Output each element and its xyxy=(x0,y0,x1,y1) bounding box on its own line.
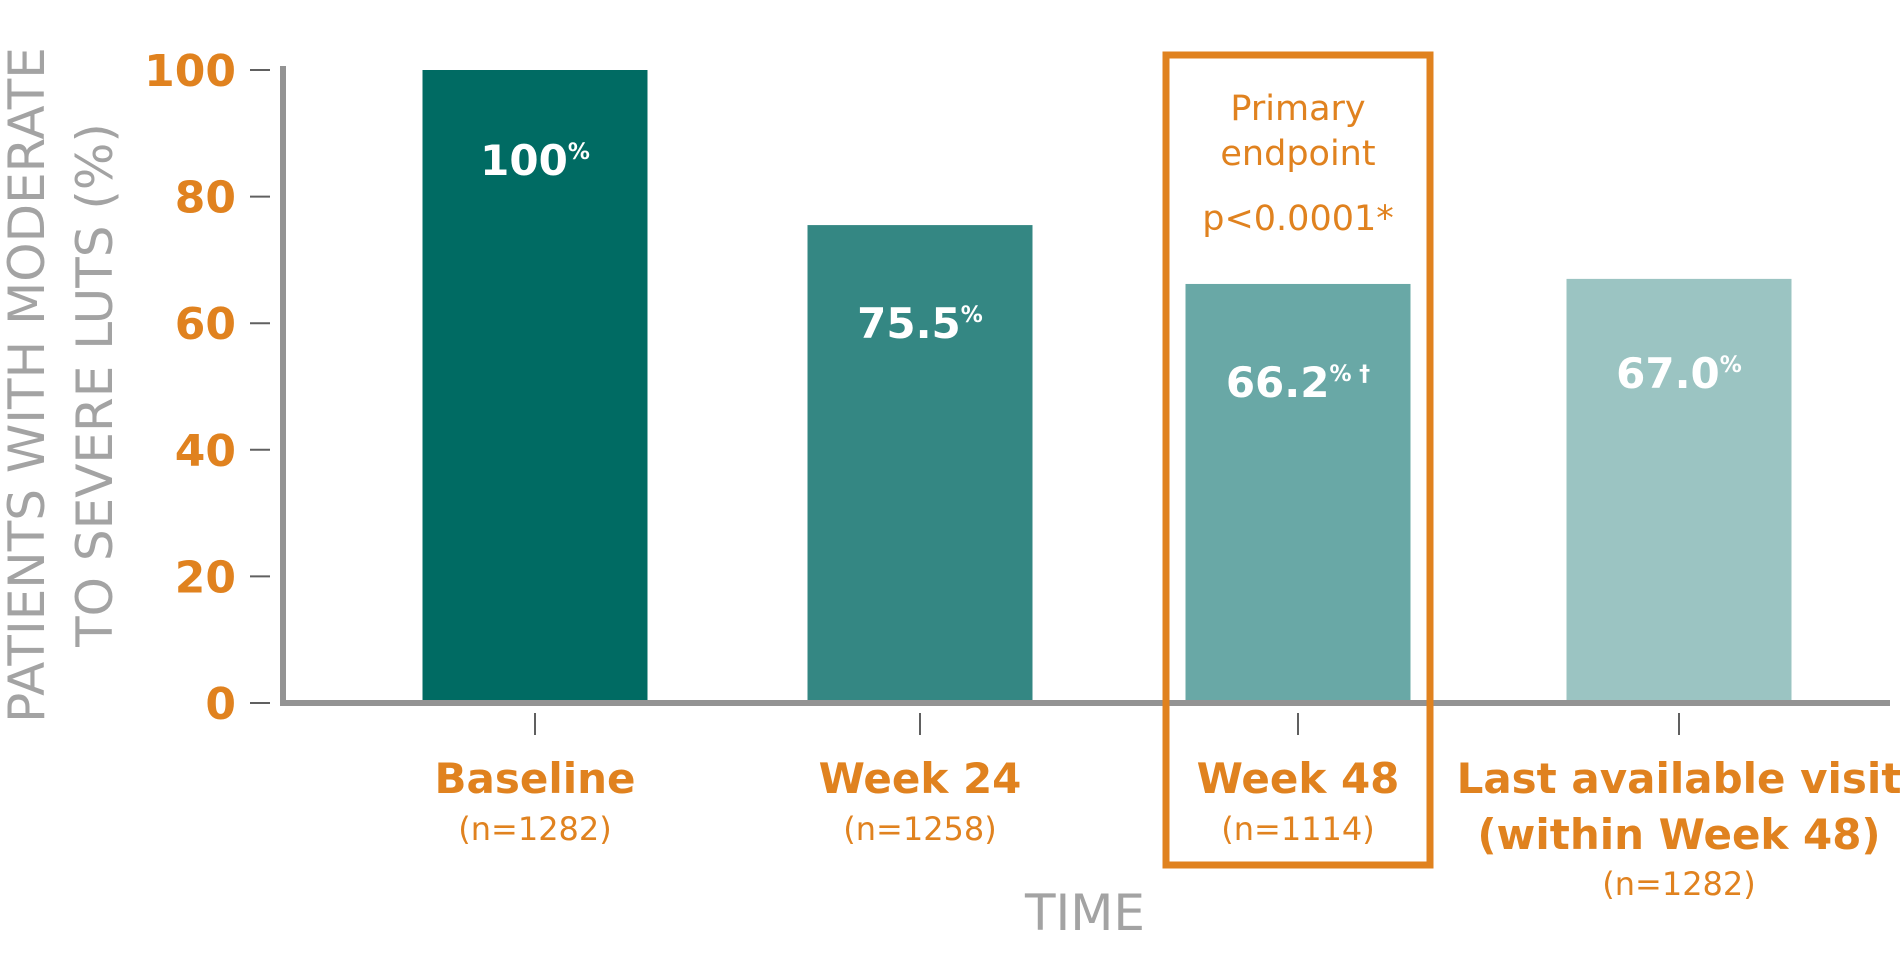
bar-value-suffix-0: % xyxy=(568,140,590,165)
y-tick-label-4: 80 xyxy=(175,173,236,224)
x-category-label-3-0: Last available visit xyxy=(1457,754,1900,803)
y-axis-label-0: PATIENTS WITH MODERATE xyxy=(0,47,56,723)
y-tick-label-0: 0 xyxy=(205,679,236,730)
x-category-n-1: (n=1258) xyxy=(843,810,997,848)
bar-value-suffix-3: % xyxy=(1720,353,1742,378)
y-tick-label-1: 20 xyxy=(175,552,236,603)
primary-endpoint-highlight-box xyxy=(1162,51,1434,869)
y-tick-label-2: 40 xyxy=(175,426,236,477)
bar-value-suffix-2: % † xyxy=(1329,362,1370,387)
primary-endpoint-annotation-2: p<0.0001* xyxy=(1202,199,1394,239)
primary-endpoint-annotation-1: endpoint xyxy=(1220,134,1375,174)
bar-value-1: 75.5 xyxy=(857,299,961,348)
y-axis-label-1: TO SEVERE LUTS (%) xyxy=(66,123,124,648)
bar-value-label-0: 100% xyxy=(480,136,590,185)
x-category-label-3-1: (within Week 48) xyxy=(1477,810,1880,859)
x-category-label-1-0: Week 24 xyxy=(819,754,1022,803)
bar-value-suffix-1: % xyxy=(961,303,983,328)
x-category-label-0-0: Baseline xyxy=(434,754,635,803)
y-tick-label-5: 100 xyxy=(144,46,236,97)
bar-2 xyxy=(1185,283,1411,703)
primary-endpoint-annotation-0: Primary xyxy=(1230,89,1365,129)
x-category-label-2-0: Week 48 xyxy=(1197,754,1400,803)
x-axis-label: TIME xyxy=(1024,884,1145,942)
y-tick-label-3: 60 xyxy=(175,299,236,350)
bar-1 xyxy=(807,225,1033,703)
x-category-n-0: (n=1282) xyxy=(458,810,612,848)
bar-value-label-3: 67.0% xyxy=(1616,349,1742,398)
bar-value-label-2: 66.2% † xyxy=(1226,358,1370,407)
bar-value-0: 100 xyxy=(480,136,568,185)
bar-0 xyxy=(422,70,648,703)
bar-3 xyxy=(1566,278,1792,703)
bar-value-3: 67.0 xyxy=(1616,349,1720,398)
bar-value-label-1: 75.5% xyxy=(857,299,983,348)
x-category-n-2: (n=1114) xyxy=(1221,810,1375,848)
bar-value-2: 66.2 xyxy=(1226,358,1330,407)
x-category-n-3: (n=1282) xyxy=(1602,865,1756,903)
